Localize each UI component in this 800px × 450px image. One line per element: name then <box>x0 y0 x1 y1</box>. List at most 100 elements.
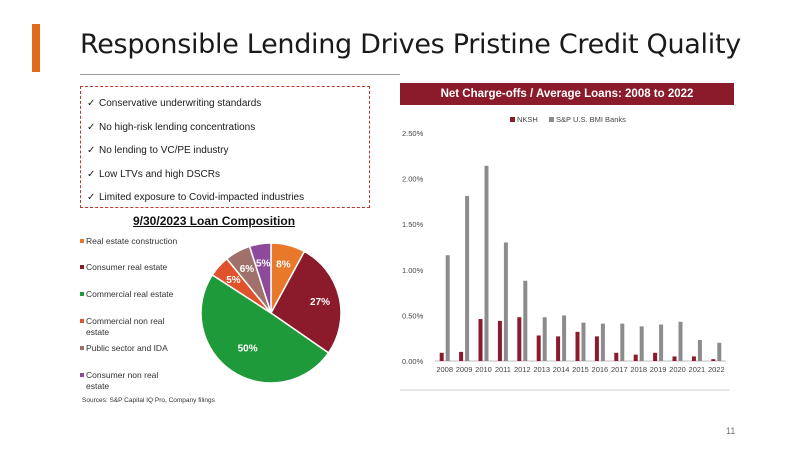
pie-value-label: 5% <box>256 259 271 270</box>
bullet-item: ✓ Low LTVs and high DSCRs <box>87 163 363 187</box>
bar <box>594 336 599 361</box>
bar <box>523 280 528 361</box>
bar <box>633 354 638 361</box>
x-tick-label: 2013 <box>533 365 550 374</box>
y-tick-label: 2.00% <box>402 175 424 184</box>
sources-note: Sources: S&P Capital IQ Pro, Company fil… <box>82 397 215 404</box>
bar <box>581 322 586 361</box>
legend-item: Commercial non real estate <box>80 316 196 338</box>
bar <box>542 317 547 361</box>
bar <box>691 356 696 361</box>
bullet-item: ✓ Conservative underwriting standards <box>87 92 363 116</box>
bullet-list-box: ✓ Conservative underwriting standards ✓ … <box>80 86 370 208</box>
check-icon: ✓ <box>87 98 96 110</box>
bar <box>672 356 677 361</box>
bar <box>659 324 664 361</box>
bar <box>620 323 625 361</box>
slide-title: Responsible Lending Drives Pristine Cred… <box>80 29 741 60</box>
x-tick-label: 2015 <box>572 365 589 374</box>
page-number: 11 <box>726 426 736 436</box>
bar <box>600 323 605 361</box>
legend-swatch <box>80 239 84 243</box>
x-tick-label: 2014 <box>553 365 570 374</box>
legend-label: S&P U.S. BMI Banks <box>556 115 626 124</box>
title-divider <box>80 74 400 75</box>
bar <box>653 352 658 361</box>
legend-label: Public sector and IDA <box>86 343 168 353</box>
bullet-text: Conservative underwriting standards <box>99 98 262 110</box>
x-tick-label: 2016 <box>592 365 609 374</box>
bar <box>556 336 561 361</box>
y-tick-label: 0.00% <box>402 357 424 366</box>
x-tick-label: 2009 <box>456 365 473 374</box>
bar <box>717 342 722 361</box>
bar <box>697 340 702 361</box>
y-tick-label: 0.50% <box>402 311 424 320</box>
bullet-text: No high-risk lending concentrations <box>99 121 256 133</box>
bar <box>536 335 541 361</box>
legend-label: Consumer real estate <box>86 262 168 272</box>
y-tick-label: 1.00% <box>402 266 424 275</box>
bar <box>459 351 464 361</box>
pie-value-label: 5% <box>226 275 241 286</box>
x-tick-label: 2008 <box>436 365 453 374</box>
x-tick-label: 2020 <box>669 365 686 374</box>
legend-swatch <box>80 319 84 323</box>
legend-item: Public sector and IDA <box>80 343 196 354</box>
bar <box>711 359 716 361</box>
bullet-item: ✓ No high-risk lending concentrations <box>87 116 363 140</box>
legend-item: Real estate construction <box>80 236 196 247</box>
legend-label: NKSH <box>517 115 538 124</box>
pie-value-label: 6% <box>240 264 255 275</box>
x-tick-label: 2010 <box>475 365 492 374</box>
x-tick-label: 2011 <box>495 365 511 374</box>
pie-slice <box>270 250 342 354</box>
y-tick-label: 2.50% <box>402 129 424 138</box>
bullet-text: Limited exposure to Covid-impacted indus… <box>99 192 305 204</box>
bar <box>497 320 502 361</box>
y-tick-label: 1.50% <box>402 220 424 229</box>
legend-swatch <box>80 292 84 296</box>
legend-swatch <box>80 346 84 350</box>
bar <box>517 317 522 361</box>
bar <box>503 242 508 361</box>
legend-item: Consumer non real estate <box>80 370 196 392</box>
legend-item: Consumer real estate <box>80 262 196 273</box>
pie-chart-title: 9/30/2023 Loan Composition <box>133 214 296 228</box>
legend-swatch <box>510 117 515 122</box>
legend-label: estate <box>86 381 110 391</box>
bullet-item: ✓ No lending to VC/PE industry <box>87 139 363 163</box>
bar-chart-title: Net Charge-offs / Average Loans: 2008 to… <box>400 83 734 105</box>
bar <box>639 326 644 361</box>
bullet-text: Low LTVs and high DSCRs <box>99 168 220 180</box>
bar <box>614 352 619 361</box>
x-tick-label: 2021 <box>689 365 706 374</box>
bar <box>484 165 489 361</box>
pie-value-label: 50% <box>238 343 258 354</box>
bar <box>478 319 483 361</box>
check-icon: ✓ <box>87 121 96 133</box>
pie-slice <box>200 273 330 384</box>
check-icon: ✓ <box>87 145 96 157</box>
bar <box>445 255 450 361</box>
x-tick-label: 2017 <box>611 365 628 374</box>
bar-chart: NKSH S&P U.S. BMI Banks 0.00% 0.50% 1.00% 1.5… <box>400 115 730 391</box>
pie-value-label: 8% <box>276 260 291 271</box>
legend-label: estate <box>86 327 110 337</box>
x-tick-label: 2018 <box>630 365 647 374</box>
bar <box>465 195 470 361</box>
check-icon: ✓ <box>87 192 96 204</box>
legend-swatch <box>80 265 84 269</box>
pie-slice <box>248 242 272 314</box>
bar <box>575 331 580 361</box>
legend-item: Commercial real estate <box>80 289 196 300</box>
legend-label: Commercial non real <box>86 316 165 326</box>
x-tick-label: 2012 <box>514 365 531 374</box>
legend-label: Commercial real estate <box>86 289 174 299</box>
legend-label: Consumer non real <box>86 370 159 380</box>
legend-label: Real estate construction <box>86 236 178 246</box>
title-accent-bar <box>32 24 40 72</box>
check-icon: ✓ <box>87 168 96 180</box>
bullet-text: No lending to VC/PE industry <box>99 145 229 157</box>
bar <box>439 352 444 361</box>
